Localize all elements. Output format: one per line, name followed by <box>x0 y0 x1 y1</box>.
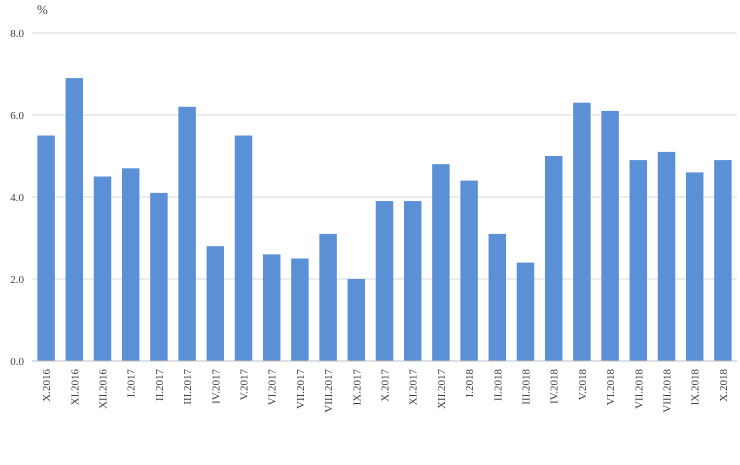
x-tick-label: XI.2016 <box>69 369 81 406</box>
x-tick-label: VI.2017 <box>267 369 279 406</box>
bar-xi-2017 <box>403 201 422 361</box>
y-tick-label: 8.0 <box>10 28 24 40</box>
bar-ix-2018 <box>685 172 704 361</box>
x-tick-label: VII.2017 <box>295 369 307 410</box>
bar-xii-2016 <box>93 176 112 361</box>
x-tick-label: X.2017 <box>380 369 392 402</box>
x-tick-label: V.2017 <box>239 369 251 401</box>
x-tick-label: IV.2018 <box>549 369 561 404</box>
bar-i-2017 <box>121 168 140 361</box>
bar-xii-2017 <box>432 164 450 361</box>
x-tick-label: III.2017 <box>182 369 194 405</box>
x-tick-label: XII.2017 <box>436 369 448 410</box>
bar-vi-2017 <box>262 254 281 361</box>
bar-viii-2018 <box>657 151 676 361</box>
x-tick-label: VI.2018 <box>605 369 617 406</box>
x-tick-label: VII.2018 <box>633 369 645 410</box>
bar-iii-2017 <box>178 106 196 361</box>
x-tick-label: I.2018 <box>464 369 476 398</box>
x-tick-label: X.2018 <box>718 369 730 402</box>
bar-x-2017 <box>375 201 394 361</box>
bar-iv-2018 <box>544 156 563 361</box>
bar-ii-2017 <box>150 192 168 361</box>
y-tick-label: 6.0 <box>10 110 24 122</box>
x-tick-label: I.2017 <box>126 369 138 398</box>
x-tick-label: II.2017 <box>154 369 166 402</box>
bar-x-2018 <box>714 160 732 361</box>
bar-ix-2017 <box>347 279 366 361</box>
y-tick-label: 2.0 <box>10 274 24 286</box>
x-tick-label: XI.2017 <box>408 369 420 406</box>
bar-x-2016 <box>37 135 55 361</box>
bar-vii-2017 <box>291 258 309 361</box>
x-tick-label: IX.2018 <box>690 369 702 406</box>
x-tick-label: X.2016 <box>41 369 53 402</box>
bar-v-2018 <box>573 102 591 361</box>
x-tick-label: IX.2017 <box>351 369 363 406</box>
y-axis-unit-label: % <box>37 2 48 17</box>
y-axis-ticks: 0.0 2.0 4.0 6.0 8.0 <box>10 28 24 368</box>
y-tick-label: 4.0 <box>10 192 24 204</box>
bar-xi-2016 <box>65 78 84 361</box>
bar-vii-2018 <box>629 160 648 361</box>
bar-ii-2018 <box>488 233 507 361</box>
x-tick-label: IV.2017 <box>210 369 222 404</box>
x-tick-label: V.2018 <box>577 369 589 401</box>
x-tick-label: II.2018 <box>492 369 504 402</box>
bar-iii-2018 <box>516 262 535 361</box>
x-tick-label: VIII.2017 <box>323 369 335 413</box>
y-tick-label: 0.0 <box>10 356 24 368</box>
x-tick-label: XII.2016 <box>98 369 110 410</box>
bar-iv-2017 <box>206 246 225 361</box>
bar-viii-2017 <box>319 233 337 361</box>
bars <box>37 78 732 362</box>
bar-v-2017 <box>234 135 253 361</box>
x-tick-label: III.2018 <box>521 369 533 405</box>
x-axis-ticks: X.2016 XI.2016 XII.2016 I.2017 II.2017 III.20… <box>41 369 730 413</box>
bar-i-2018 <box>460 180 478 361</box>
bar-vi-2018 <box>601 110 619 362</box>
x-tick-label: VIII.2018 <box>662 369 674 413</box>
